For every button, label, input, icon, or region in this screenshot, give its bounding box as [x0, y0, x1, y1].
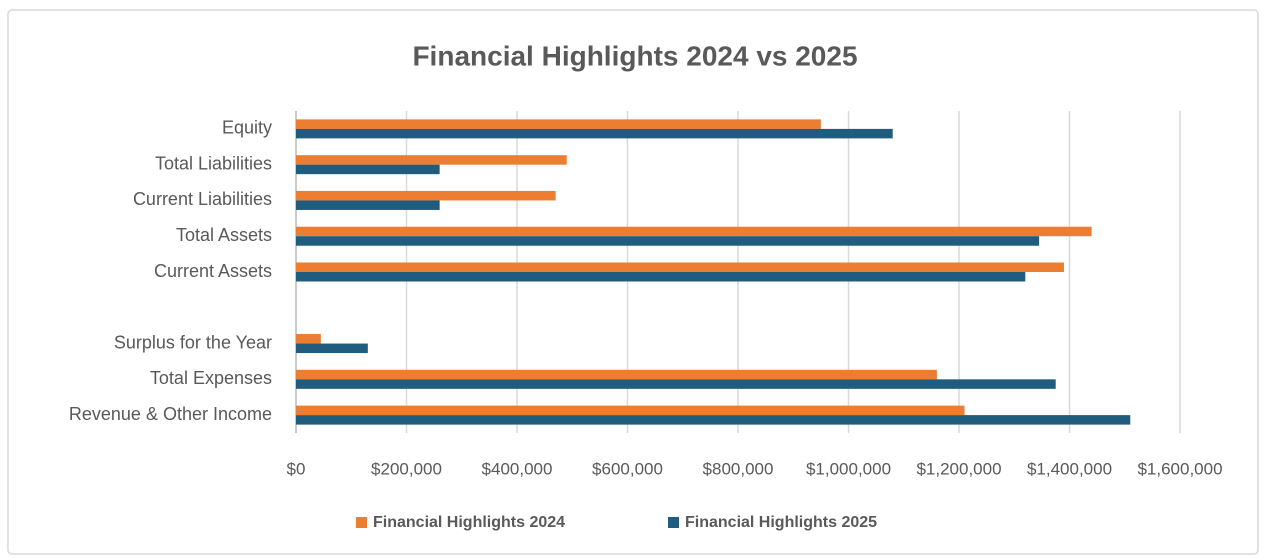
x-tick-label: $200,000 — [371, 459, 442, 478]
x-tick-label: $1,400,000 — [1027, 459, 1112, 478]
x-tick-label: $1,200,000 — [916, 459, 1001, 478]
bar — [296, 128, 893, 139]
x-tick-label: $0 — [287, 459, 306, 478]
legend-label: Financial Highlights 2024 — [373, 514, 565, 531]
legend-swatch — [668, 517, 679, 528]
bar — [296, 334, 321, 344]
y-tick-label: Current Liabilities — [133, 189, 272, 209]
y-tick-label: Surplus for the Year — [114, 332, 272, 352]
bar — [296, 119, 821, 129]
bar — [296, 236, 1040, 246]
bar — [296, 379, 1056, 389]
y-tick-label: Total Expenses — [150, 368, 272, 388]
bar — [296, 405, 965, 416]
y-tick-label: Current Assets — [154, 261, 272, 281]
y-tick-label: Equity — [222, 118, 272, 138]
x-tick-label: $400,000 — [482, 459, 553, 478]
x-tick-label: $1,600,000 — [1137, 459, 1222, 478]
bar — [296, 343, 368, 354]
bar — [296, 200, 440, 210]
y-tick-label: Total Assets — [176, 225, 272, 245]
bar — [296, 415, 1131, 425]
bar — [296, 164, 440, 175]
x-tick-label: $800,000 — [703, 459, 774, 478]
chart-title: Financial Highlights 2024 vs 2025 — [412, 40, 857, 71]
bar — [296, 262, 1064, 272]
bar — [296, 190, 556, 201]
legend-swatch — [356, 517, 367, 528]
x-tick-label: $1,000,000 — [806, 459, 891, 478]
bar — [296, 226, 1092, 237]
bar — [296, 369, 937, 380]
legend-label: Financial Highlights 2025 — [685, 514, 877, 531]
y-tick-label: Total Liabilities — [155, 153, 272, 173]
x-tick-label: $600,000 — [592, 459, 663, 478]
y-tick-label: Revenue & Other Income — [69, 404, 272, 424]
bar — [296, 155, 567, 165]
bar — [296, 272, 1026, 282]
